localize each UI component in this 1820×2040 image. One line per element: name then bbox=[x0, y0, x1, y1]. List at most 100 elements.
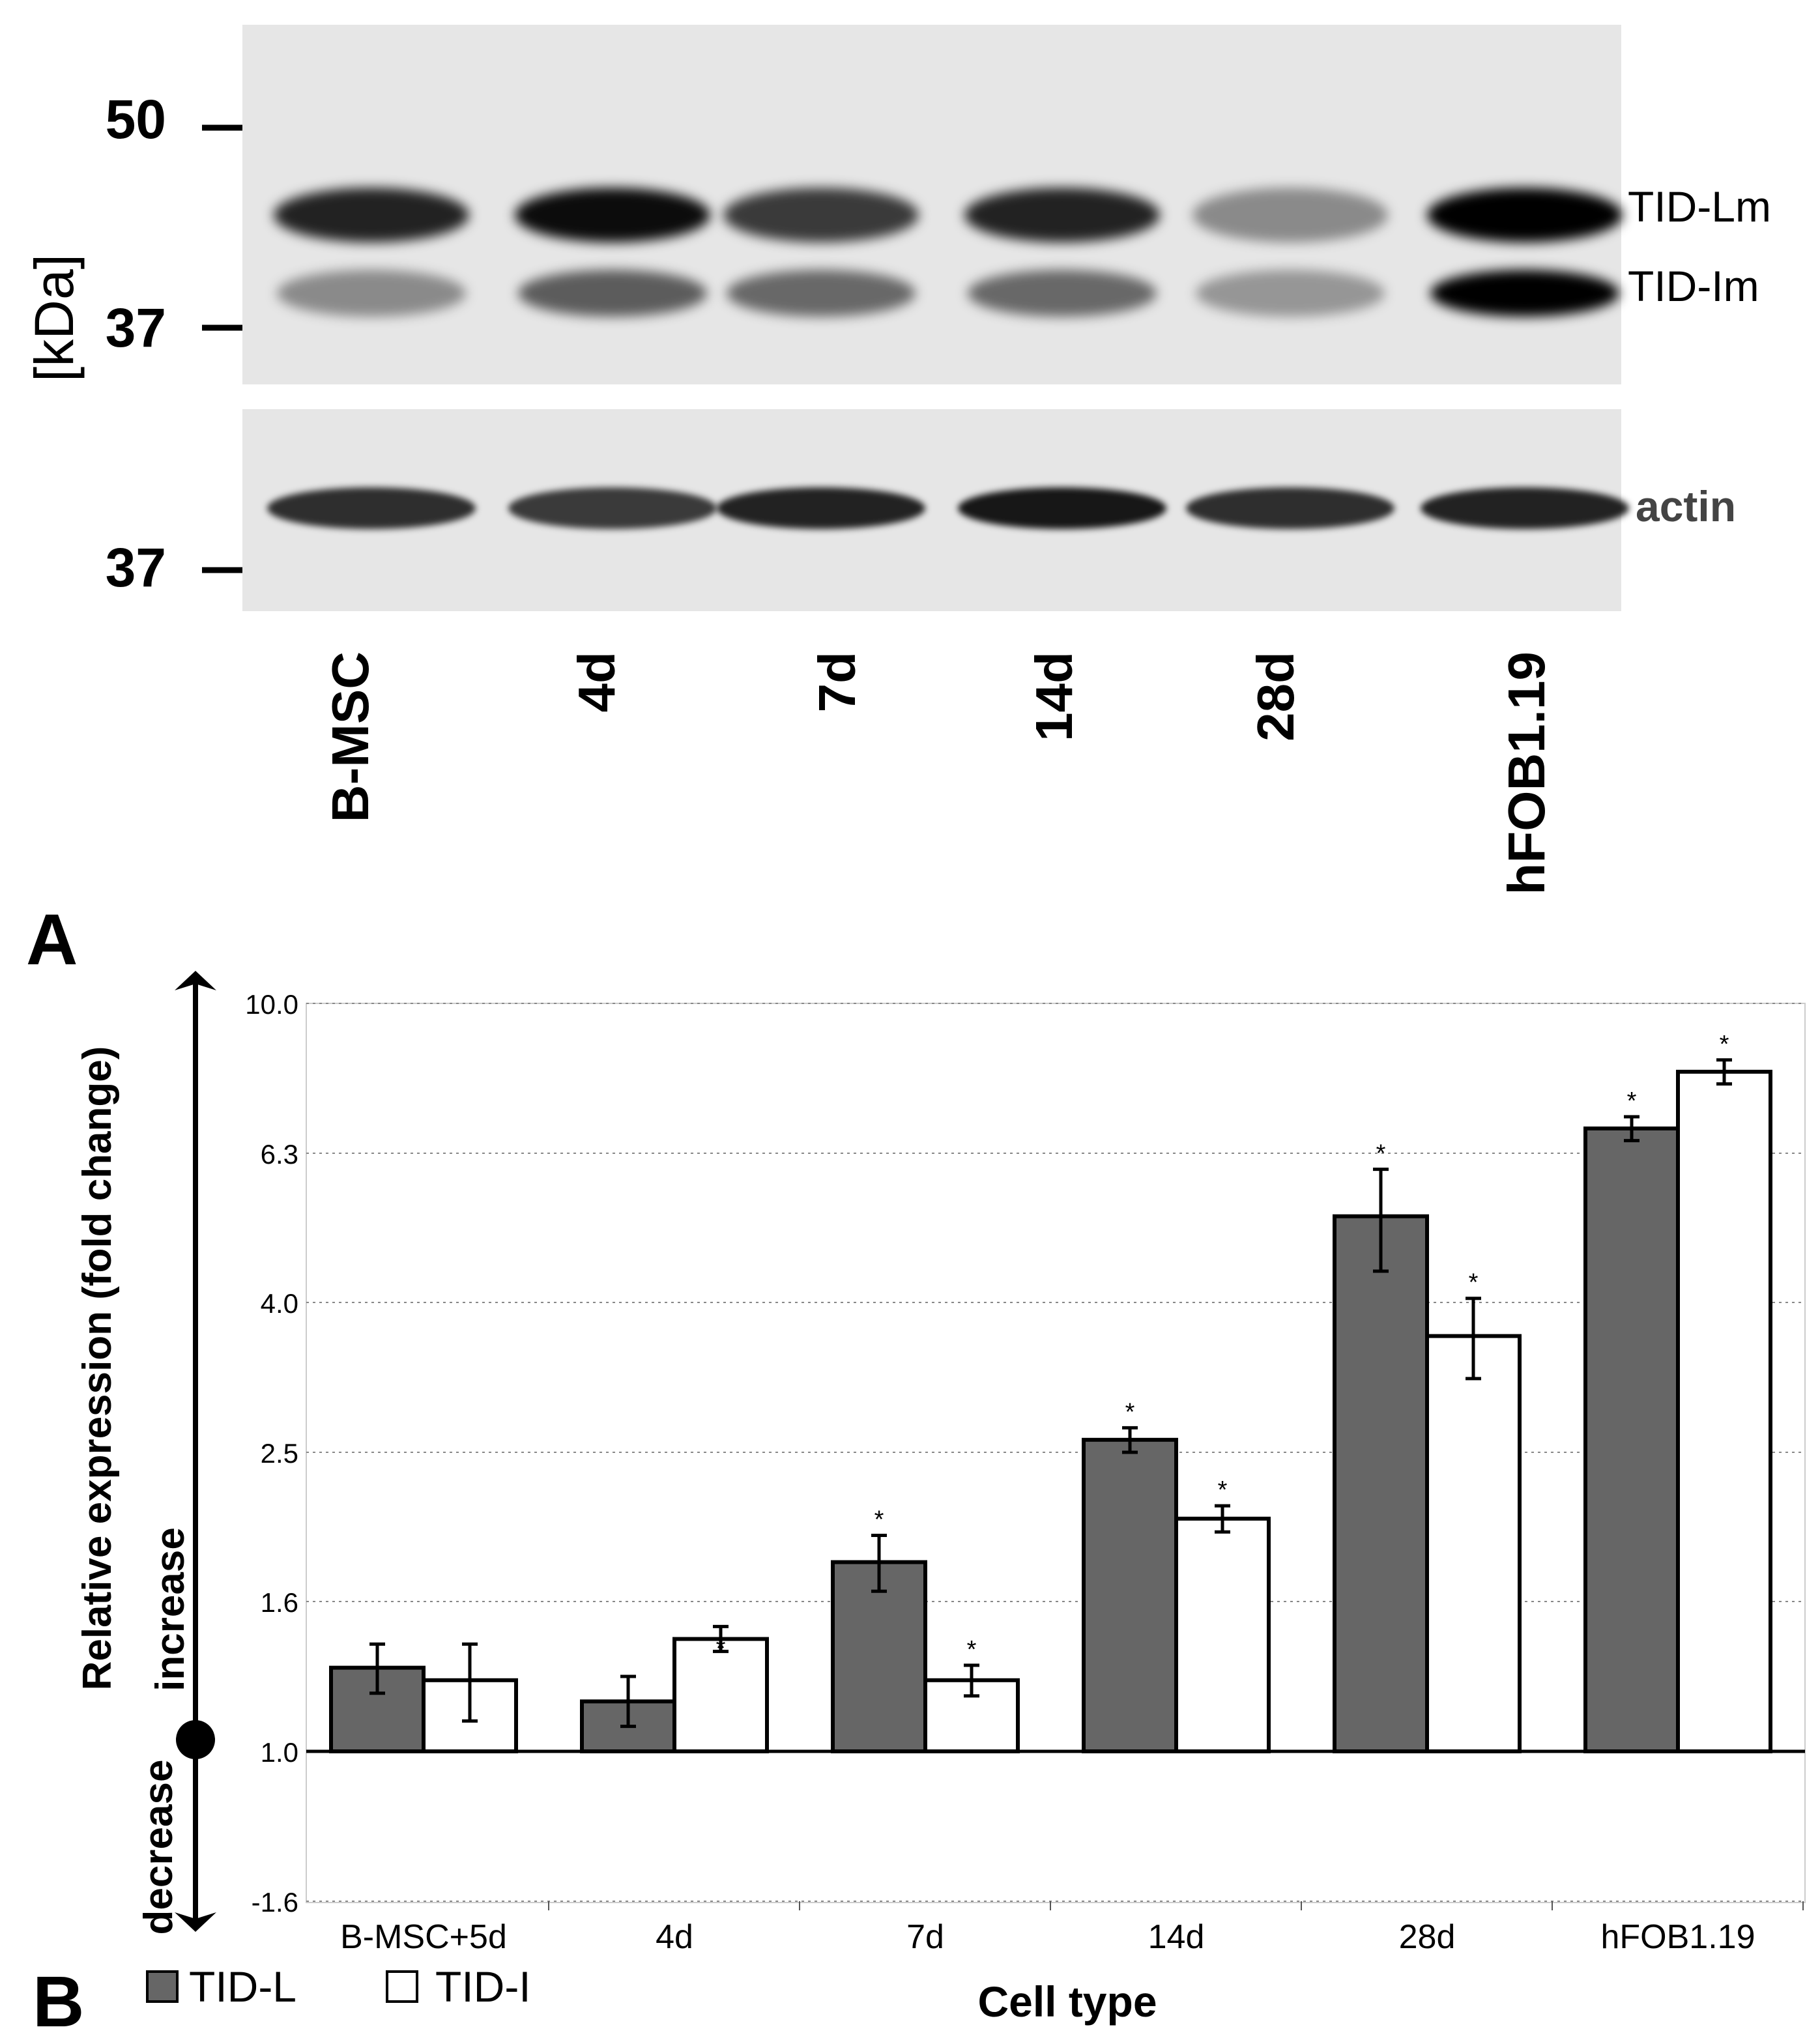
kda-axis-label: [kDa] bbox=[23, 254, 85, 382]
error-bar-tid-i bbox=[713, 1624, 729, 1654]
y-tick-label: 1.0 bbox=[261, 1737, 298, 1768]
upper-blot-membrane bbox=[242, 25, 1621, 384]
significance-star: * bbox=[1627, 1087, 1637, 1115]
error-bar-tid-l bbox=[620, 1674, 636, 1729]
error-bars bbox=[369, 1058, 1732, 1729]
bar-tid-i bbox=[1676, 1069, 1772, 1753]
band-tid-lm bbox=[1192, 188, 1388, 242]
bars bbox=[329, 1069, 1772, 1754]
bar-chart-panel: 10.0 6.3 4.0 2.5 1.6 1.0 -1.6 * * * * * * * * * B-MSC+… bbox=[33, 971, 1806, 2040]
band-tid-im bbox=[1430, 270, 1619, 317]
band-tid-im bbox=[727, 270, 916, 317]
x-axis-label: Cell type bbox=[977, 1977, 1157, 2026]
arrow-midpoint-dot bbox=[176, 1720, 215, 1759]
x-tick-label: 7d bbox=[906, 1918, 944, 1956]
band-tid-im bbox=[968, 270, 1157, 317]
lane-label-7d: 7d bbox=[808, 652, 866, 712]
y-tick-label: 6.3 bbox=[261, 1139, 298, 1170]
x-tick-label: hFOB1.19 bbox=[1600, 1918, 1755, 1956]
band-tid-lm bbox=[1427, 188, 1623, 242]
significance-star: * bbox=[1720, 1031, 1729, 1058]
lane-label-4d: 4d bbox=[568, 652, 626, 712]
arrow-label-increase: increase bbox=[148, 1527, 193, 1691]
significance-star: * bbox=[874, 1506, 884, 1533]
legend-label-tid-l: TID-L bbox=[189, 1962, 296, 2011]
x-tick-labels: B-MSC+5d 4d 7d 14d 28d hFOB1.19 bbox=[340, 1901, 1804, 1956]
legend-swatch-tid-i bbox=[386, 1970, 418, 2003]
legend: TID-L TID-I bbox=[146, 1962, 531, 2011]
band-label-actin: actin bbox=[1636, 482, 1736, 530]
error-bar-tid-i bbox=[1466, 1297, 1481, 1381]
kda-markers: 50 37 37 [kDa] bbox=[23, 89, 242, 598]
bar-tid-l bbox=[1333, 1214, 1429, 1753]
band-tid-im bbox=[518, 270, 707, 317]
error-bar-tid-i bbox=[462, 1642, 478, 1723]
band-tid-im bbox=[1196, 270, 1385, 317]
y-tick-label: -1.6 bbox=[252, 1887, 298, 1918]
band-labels: TID-Lm TID-Im actin bbox=[1628, 182, 1771, 530]
significance-star: * bbox=[1125, 1398, 1135, 1426]
legend-label-tid-i: TID-I bbox=[435, 1962, 531, 2011]
significance-star: * bbox=[1218, 1476, 1228, 1504]
band-tid-lm bbox=[274, 188, 469, 242]
western-blot-panel: 50 37 37 [kDa] TID-Lm TID-Im actin B-MSC… bbox=[23, 25, 1771, 980]
error-bar-tid-i bbox=[964, 1663, 979, 1698]
band-actin bbox=[1421, 487, 1629, 529]
y-tick-label: 2.5 bbox=[261, 1438, 298, 1469]
x-tick-label: B-MSC+5d bbox=[340, 1918, 507, 1956]
y-tick-labels: 10.0 6.3 4.0 2.5 1.6 1.0 -1.6 bbox=[245, 989, 298, 1918]
bar-tid-l bbox=[1583, 1126, 1680, 1753]
band-label-tid-im: TID-Im bbox=[1628, 262, 1759, 310]
bar-tid-l bbox=[1082, 1437, 1178, 1754]
significance-star: * bbox=[1469, 1269, 1479, 1297]
error-bar-tid-l bbox=[1624, 1115, 1639, 1143]
gridlines bbox=[306, 1003, 1805, 1902]
significance-star: * bbox=[716, 1635, 726, 1662]
blot-bands bbox=[267, 188, 1629, 529]
error-bar-tid-l bbox=[1122, 1426, 1138, 1454]
panel-label-a: A bbox=[26, 900, 78, 980]
significance-star: * bbox=[967, 1636, 977, 1663]
band-tid-im bbox=[277, 270, 466, 317]
arrow-head-down bbox=[175, 1912, 216, 1932]
bar-tid-i bbox=[1425, 1334, 1522, 1754]
lane-label-14d: 14d bbox=[1025, 652, 1083, 741]
panel-label-b: B bbox=[33, 1962, 84, 2040]
band-label-tid-lm: TID-Lm bbox=[1628, 182, 1771, 231]
band-actin bbox=[508, 487, 717, 529]
error-bar-tid-l bbox=[1373, 1168, 1389, 1273]
lane-label-b-msc: B-MSC bbox=[321, 652, 379, 822]
kda-label-37-lower: 37 bbox=[106, 537, 166, 598]
significance-markers: * * * * * * * * * bbox=[716, 1031, 1729, 1663]
band-actin bbox=[1186, 487, 1394, 529]
x-tick-label: 28d bbox=[1399, 1918, 1456, 1956]
x-tick-label: 14d bbox=[1148, 1918, 1205, 1956]
bar-tid-i bbox=[1174, 1516, 1271, 1753]
lane-labels: B-MSC 4d 7d 14d 28d hFOB1.19 bbox=[321, 652, 1555, 895]
y-tick-label: 1.6 bbox=[261, 1587, 298, 1618]
y-tick-label: 10.0 bbox=[245, 989, 298, 1020]
lane-label-28d: 28d bbox=[1247, 652, 1305, 741]
kda-label-37-upper: 37 bbox=[106, 297, 166, 358]
y-axis-label: Relative expression (fold change) bbox=[75, 1046, 120, 1691]
error-bar-tid-i bbox=[1716, 1058, 1732, 1086]
y-tick-label: 4.0 bbox=[261, 1288, 298, 1319]
bar-tid-i bbox=[672, 1637, 769, 1753]
band-actin bbox=[267, 487, 476, 529]
x-tick-label: 4d bbox=[656, 1918, 693, 1956]
band-tid-lm bbox=[964, 188, 1160, 242]
error-bar-tid-i bbox=[1215, 1504, 1230, 1534]
band-tid-lm bbox=[515, 188, 710, 242]
arrow-label-decrease: decrease bbox=[136, 1760, 181, 1935]
kda-label-50: 50 bbox=[106, 89, 166, 150]
arrow-head-up bbox=[175, 971, 216, 990]
significance-star: * bbox=[1376, 1140, 1386, 1168]
band-tid-lm bbox=[723, 188, 919, 242]
band-actin bbox=[958, 487, 1166, 529]
lane-label-hfob: hFOB1.19 bbox=[1497, 652, 1555, 895]
legend-swatch-tid-l bbox=[146, 1970, 179, 2003]
band-actin bbox=[717, 487, 925, 529]
error-bar-tid-l bbox=[369, 1642, 385, 1695]
bar-tid-l bbox=[831, 1560, 927, 1753]
